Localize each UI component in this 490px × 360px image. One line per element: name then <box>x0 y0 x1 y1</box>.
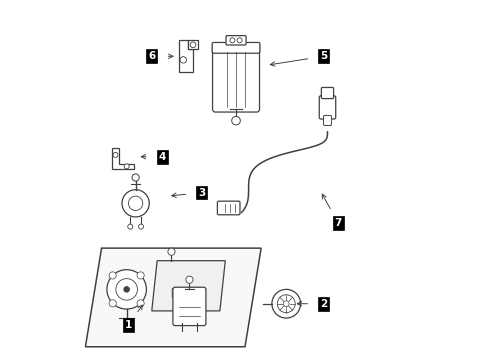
Circle shape <box>232 116 240 125</box>
Polygon shape <box>152 261 225 311</box>
Circle shape <box>230 38 235 43</box>
Circle shape <box>190 42 196 48</box>
Polygon shape <box>188 40 198 49</box>
FancyBboxPatch shape <box>173 287 206 325</box>
FancyBboxPatch shape <box>321 87 334 99</box>
Circle shape <box>109 300 116 307</box>
Circle shape <box>128 224 133 229</box>
Circle shape <box>168 248 175 255</box>
FancyBboxPatch shape <box>319 96 336 119</box>
Circle shape <box>277 295 295 313</box>
Circle shape <box>272 289 300 318</box>
Circle shape <box>132 174 139 181</box>
Circle shape <box>122 190 149 217</box>
Circle shape <box>124 287 129 292</box>
Circle shape <box>113 152 118 157</box>
Circle shape <box>137 272 144 279</box>
FancyBboxPatch shape <box>172 288 196 298</box>
Text: 4: 4 <box>159 152 166 162</box>
Polygon shape <box>179 40 193 72</box>
Text: 2: 2 <box>320 299 327 309</box>
Circle shape <box>139 224 144 229</box>
FancyBboxPatch shape <box>218 201 240 215</box>
Circle shape <box>186 276 193 283</box>
Circle shape <box>109 272 116 279</box>
Text: 3: 3 <box>198 188 206 198</box>
Circle shape <box>116 279 137 300</box>
Circle shape <box>237 38 242 43</box>
Polygon shape <box>85 248 261 347</box>
FancyBboxPatch shape <box>226 36 246 45</box>
Circle shape <box>107 270 147 309</box>
Text: 1: 1 <box>125 320 132 330</box>
Text: 5: 5 <box>320 51 327 61</box>
Circle shape <box>283 301 289 307</box>
Text: 6: 6 <box>148 51 155 61</box>
Text: 7: 7 <box>335 218 342 228</box>
Polygon shape <box>112 148 134 169</box>
Circle shape <box>137 300 144 307</box>
Circle shape <box>124 164 129 169</box>
FancyBboxPatch shape <box>212 42 260 53</box>
FancyBboxPatch shape <box>213 44 260 112</box>
FancyBboxPatch shape <box>323 116 331 126</box>
Circle shape <box>128 196 143 211</box>
Circle shape <box>180 57 187 63</box>
